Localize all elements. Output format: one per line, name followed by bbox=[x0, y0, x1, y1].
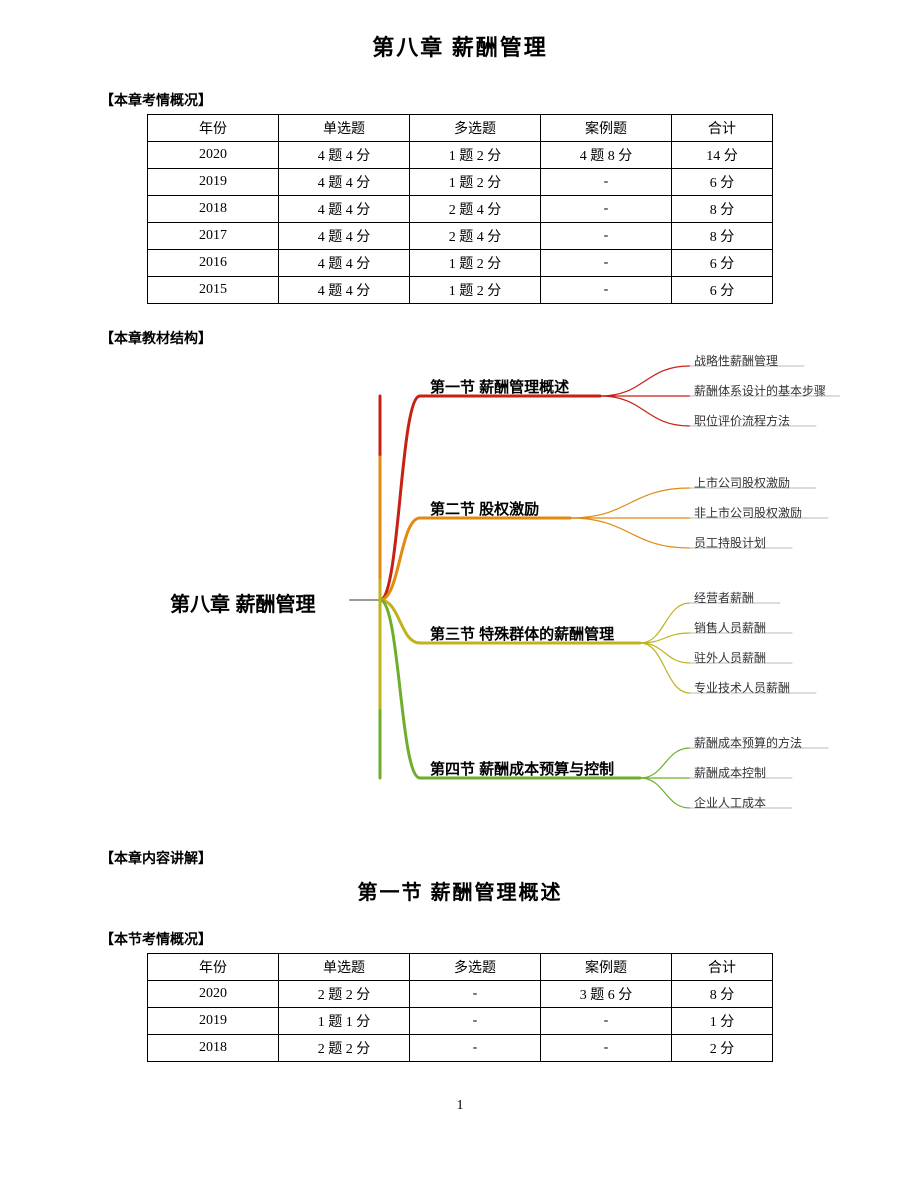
table-row: 20184 题 4 分2 题 4 分-8 分 bbox=[148, 196, 773, 223]
table-cell: 4 题 4 分 bbox=[279, 250, 410, 277]
mindmap-leaf: 职位评价流程方法 bbox=[694, 412, 790, 429]
label-exam1: 【本章考情概况】 bbox=[100, 90, 820, 110]
table-cell: - bbox=[541, 1035, 672, 1062]
mindmap: 第八章 薪酬管理第一节 薪酬管理概述战略性薪酬管理薪酬体系设计的基本步骤职位评价… bbox=[120, 358, 840, 838]
table-row: 20202 题 2 分-3 题 6 分8 分 bbox=[148, 981, 773, 1008]
table-cell: - bbox=[541, 169, 672, 196]
table-cell: 6 分 bbox=[672, 277, 773, 304]
mindmap-section: 第二节 股权激励 bbox=[430, 498, 539, 519]
table-cell: 8 分 bbox=[672, 981, 773, 1008]
table-cell: 4 题 4 分 bbox=[279, 277, 410, 304]
mindmap-root: 第八章 薪酬管理 bbox=[170, 588, 316, 617]
table-cell: - bbox=[541, 277, 672, 304]
table-cell: - bbox=[541, 196, 672, 223]
table-cell: - bbox=[410, 1035, 541, 1062]
exam-table-1: 年份 单选题 多选题 案例题 合计 20204 题 4 分1 题 2 分4 题 … bbox=[147, 114, 773, 304]
chapter-title: 第八章 薪酬管理 bbox=[100, 30, 820, 62]
mindmap-section: 第三节 特殊群体的薪酬管理 bbox=[430, 623, 614, 644]
table-cell: 2 题 4 分 bbox=[410, 223, 541, 250]
th-case: 案例题 bbox=[541, 115, 672, 142]
th-year: 年份 bbox=[148, 115, 279, 142]
table-cell: 14 分 bbox=[672, 142, 773, 169]
table-cell: 8 分 bbox=[672, 223, 773, 250]
table-cell: 8 分 bbox=[672, 196, 773, 223]
table-cell: - bbox=[410, 1008, 541, 1035]
mindmap-leaf: 专业技术人员薪酬 bbox=[694, 679, 790, 696]
table-row: 20154 题 4 分1 题 2 分-6 分 bbox=[148, 277, 773, 304]
mindmap-leaf: 非上市公司股权激励 bbox=[694, 504, 802, 521]
mindmap-leaf: 战略性薪酬管理 bbox=[694, 352, 778, 369]
table-row: 20194 题 4 分1 题 2 分-6 分 bbox=[148, 169, 773, 196]
table-cell: 1 题 1 分 bbox=[279, 1008, 410, 1035]
mindmap-leaf: 薪酬体系设计的基本步骤 bbox=[694, 382, 826, 399]
table-cell: 2 题 2 分 bbox=[279, 1035, 410, 1062]
th-single: 单选题 bbox=[279, 954, 410, 981]
mindmap-section: 第一节 薪酬管理概述 bbox=[430, 376, 569, 397]
table-cell: 2 分 bbox=[672, 1035, 773, 1062]
table-cell: 6 分 bbox=[672, 250, 773, 277]
table-cell: 2 题 4 分 bbox=[410, 196, 541, 223]
table-cell: 2020 bbox=[148, 142, 279, 169]
th-total: 合计 bbox=[672, 954, 773, 981]
table-cell: 2015 bbox=[148, 277, 279, 304]
mindmap-leaf: 企业人工成本 bbox=[694, 794, 766, 811]
th-total: 合计 bbox=[672, 115, 773, 142]
table-cell: 2019 bbox=[148, 1008, 279, 1035]
table-cell: 2016 bbox=[148, 250, 279, 277]
table-cell: 4 题 8 分 bbox=[541, 142, 672, 169]
th-multi: 多选题 bbox=[410, 954, 541, 981]
mindmap-leaf: 经营者薪酬 bbox=[694, 589, 754, 606]
mindmap-leaf: 上市公司股权激励 bbox=[694, 474, 790, 491]
table-cell: - bbox=[410, 981, 541, 1008]
table-cell: 2018 bbox=[148, 1035, 279, 1062]
table-cell: 6 分 bbox=[672, 169, 773, 196]
mindmap-leaf: 薪酬成本预算的方法 bbox=[694, 734, 802, 751]
page-number: 1 bbox=[100, 1098, 820, 1114]
table-cell: 4 题 4 分 bbox=[279, 169, 410, 196]
table-cell: 4 题 4 分 bbox=[279, 196, 410, 223]
table-cell: 1 分 bbox=[672, 1008, 773, 1035]
table-cell: - bbox=[541, 223, 672, 250]
th-single: 单选题 bbox=[279, 115, 410, 142]
th-case: 案例题 bbox=[541, 954, 672, 981]
table-cell: - bbox=[541, 250, 672, 277]
sub-title: 第一节 薪酬管理概述 bbox=[100, 876, 820, 905]
table-cell: 2 题 2 分 bbox=[279, 981, 410, 1008]
label-structure: 【本章教材结构】 bbox=[100, 328, 820, 348]
table-cell: 2018 bbox=[148, 196, 279, 223]
label-exam2: 【本节考情概况】 bbox=[100, 929, 820, 949]
table-cell: 1 题 2 分 bbox=[410, 277, 541, 304]
table-cell: 3 题 6 分 bbox=[541, 981, 672, 1008]
table-cell: 2019 bbox=[148, 169, 279, 196]
table-cell: 1 题 2 分 bbox=[410, 169, 541, 196]
table-row: 20174 题 4 分2 题 4 分-8 分 bbox=[148, 223, 773, 250]
table-row: 20204 题 4 分1 题 2 分4 题 8 分14 分 bbox=[148, 142, 773, 169]
table-cell: 2017 bbox=[148, 223, 279, 250]
mindmap-leaf: 销售人员薪酬 bbox=[694, 619, 766, 636]
table-cell: 4 题 4 分 bbox=[279, 223, 410, 250]
table-row: 20182 题 2 分--2 分 bbox=[148, 1035, 773, 1062]
table-row: 20164 题 4 分1 题 2 分-6 分 bbox=[148, 250, 773, 277]
table-cell: 1 题 2 分 bbox=[410, 142, 541, 169]
table-row: 20191 题 1 分--1 分 bbox=[148, 1008, 773, 1035]
th-year: 年份 bbox=[148, 954, 279, 981]
label-content-explain: 【本章内容讲解】 bbox=[100, 848, 820, 868]
table-cell: 1 题 2 分 bbox=[410, 250, 541, 277]
table-cell: 2020 bbox=[148, 981, 279, 1008]
exam-table-2: 年份 单选题 多选题 案例题 合计 20202 题 2 分-3 题 6 分8 分… bbox=[147, 953, 773, 1062]
mindmap-section: 第四节 薪酬成本预算与控制 bbox=[430, 758, 614, 779]
th-multi: 多选题 bbox=[410, 115, 541, 142]
table-cell: 4 题 4 分 bbox=[279, 142, 410, 169]
mindmap-leaf: 员工持股计划 bbox=[694, 534, 766, 551]
mindmap-leaf: 驻外人员薪酬 bbox=[694, 649, 766, 666]
mindmap-leaf: 薪酬成本控制 bbox=[694, 764, 766, 781]
table-cell: - bbox=[541, 1008, 672, 1035]
